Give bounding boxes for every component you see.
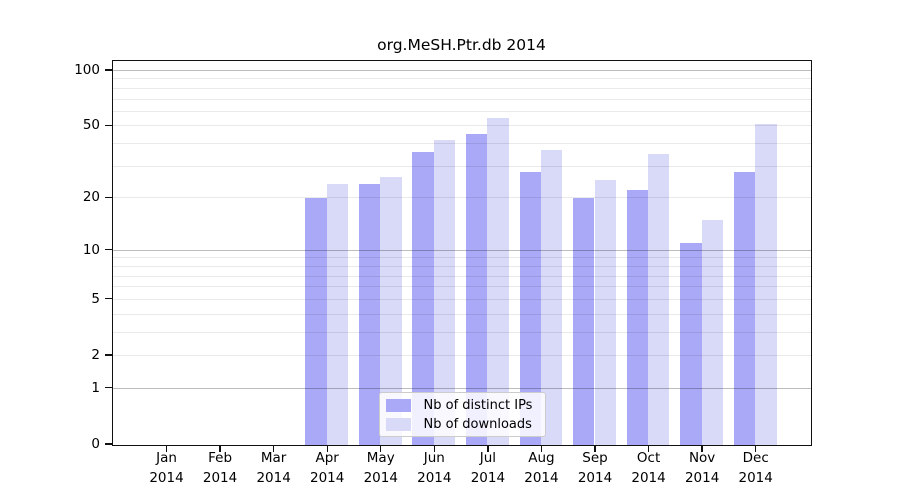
legend-entry-distinct-ips: Nb of distinct IPs [385,396,545,416]
bar-aug-ips [519,171,541,445]
x-tick-label: Dec 2014 [738,450,773,486]
x-tick-label: Jan 2014 [149,450,184,486]
x-tick-label: Apr 2014 [310,450,345,486]
bar-may-ips [358,183,381,445]
y-tick-label: 5 [91,290,100,307]
y-tick-mark [104,387,112,389]
y-tick-mark [104,69,112,71]
x-tick-label: Mar 2014 [256,450,291,486]
bar-dec-downloads [755,124,777,445]
y-tick-mark [104,298,112,300]
y-tick-label: 20 [82,189,100,206]
bar-sep-downloads [594,180,616,445]
bar-jun-downloads [433,139,456,445]
bar-apr-downloads [326,183,349,445]
bar-may-downloads [380,177,402,445]
x-tick-label: May 2014 [363,450,398,486]
y-tick-label: 10 [82,241,100,258]
y-tick-mark [104,249,112,251]
y-tick-mark [104,354,112,356]
legend-label-distinct-ips: Nb of distinct IPs [423,397,533,413]
x-tick-mark [540,445,543,452]
x-tick-mark [433,445,435,452]
x-tick-mark [701,445,703,452]
x-tick-label: Nov 2014 [684,450,720,486]
x-tick-label: Aug 2014 [524,450,559,486]
legend-swatch-distinct-ips [385,398,411,412]
y-tick-mark [104,443,112,445]
y-tick-label: 0 [91,436,100,452]
plot-area: Nb of distinct IPs Nb of downloads [111,59,812,446]
x-tick-mark [272,445,275,452]
y-tick-mark [104,196,112,198]
legend: Nb of distinct IPs Nb of downloads [378,391,546,437]
x-tick-label: Oct 2014 [631,450,666,486]
legend-swatch-downloads [385,418,411,432]
x-tick-label: Jun 2014 [417,450,452,486]
bar-dec-ips [733,171,756,445]
x-tick-label: Feb 2014 [202,450,238,486]
x-tick-mark [326,445,328,452]
x-tick-mark [487,445,489,452]
x-tick-mark [219,445,221,452]
chart-title: org.MeSH.Ptr.db 2014 [377,36,546,54]
bar-jul-ips [465,134,488,445]
x-tick-mark [594,445,596,452]
legend-entry-downloads: Nb of downloads [385,415,545,435]
x-tick-mark [755,445,757,452]
x-tick-mark [380,445,382,452]
y-tick-label: 2 [91,346,100,363]
bar-apr-ips [305,197,327,445]
bar-sep-ips [573,197,595,445]
y-tick-label: 100 [74,62,100,78]
y-tick-label: 50 [82,117,100,134]
bars-layer [113,61,811,445]
bar-jun-ips [412,151,434,445]
x-tick-mark [647,445,650,452]
bar-oct-downloads [648,154,670,445]
x-tick-label: Jul 2014 [470,450,506,486]
x-tick-mark [165,445,168,452]
legend-label-downloads: Nb of downloads [423,417,532,433]
bar-aug-downloads [540,149,563,445]
x-tick-label: Sep 2014 [577,450,613,486]
bar-nov-downloads [701,219,724,445]
bar-oct-ips [626,190,649,445]
bar-jul-downloads [487,118,509,445]
bar-nov-ips [680,243,702,445]
y-tick-mark [104,124,112,127]
y-tick-label: 1 [91,379,100,396]
